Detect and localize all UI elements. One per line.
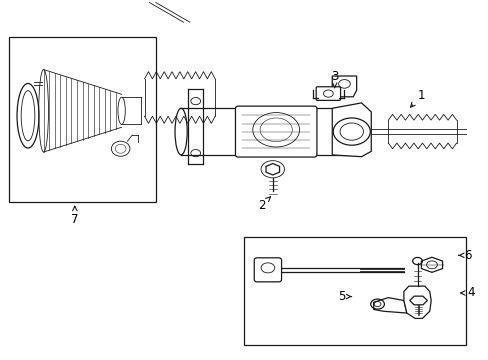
Text: 5: 5 — [338, 290, 351, 303]
FancyBboxPatch shape — [235, 106, 316, 157]
Polygon shape — [331, 103, 370, 157]
Polygon shape — [421, 257, 442, 273]
Polygon shape — [403, 286, 430, 319]
FancyBboxPatch shape — [254, 258, 281, 282]
Text: 2: 2 — [257, 197, 270, 212]
Polygon shape — [331, 76, 356, 97]
Polygon shape — [373, 298, 406, 313]
Text: 7: 7 — [71, 206, 79, 226]
Text: 1: 1 — [410, 89, 424, 107]
Bar — [244, 237, 466, 345]
Text: 3: 3 — [330, 69, 338, 88]
Text: 4: 4 — [460, 287, 474, 300]
FancyBboxPatch shape — [316, 87, 340, 100]
Bar — [9, 37, 156, 202]
Polygon shape — [265, 163, 279, 175]
Polygon shape — [409, 296, 427, 305]
Text: 6: 6 — [458, 249, 470, 262]
